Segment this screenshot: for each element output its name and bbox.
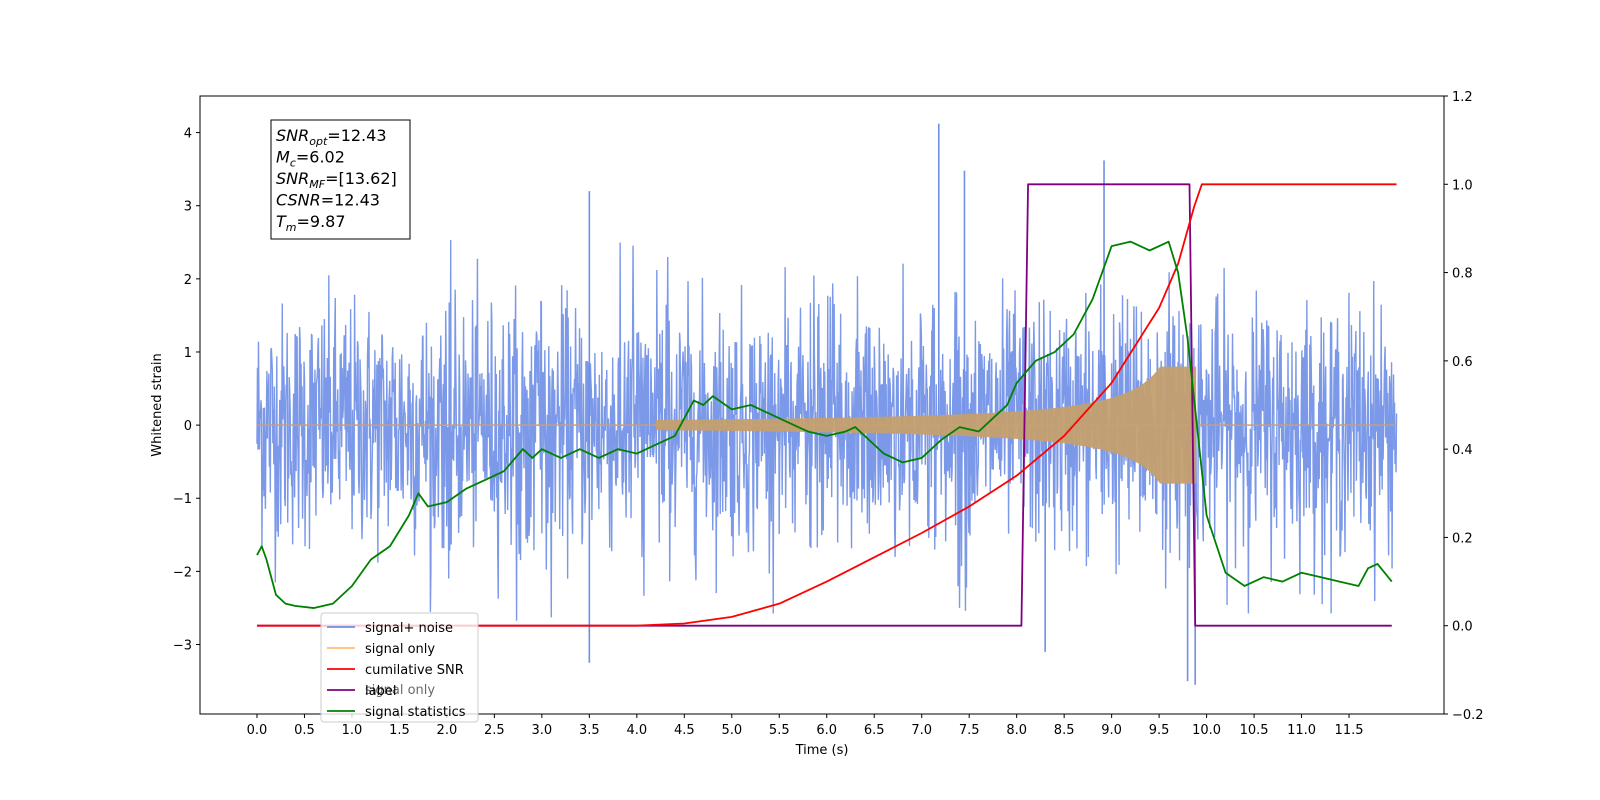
x-tick-label: 7.0	[911, 723, 932, 738]
x-tick-label: 11.0	[1287, 723, 1316, 738]
x-tick-label: 5.0	[721, 723, 742, 738]
y-right-tick-label: −0.2	[1452, 708, 1484, 723]
info-box-line: SNRMF=[13.62]	[276, 169, 397, 191]
x-tick-label: 1.0	[342, 723, 363, 738]
x-tick-label: 5.5	[769, 723, 790, 738]
y-axis-label: Whitened strain	[150, 353, 165, 456]
y-right-tick-label: 0.4	[1452, 443, 1473, 458]
x-axis-label: Time (s)	[795, 743, 849, 758]
y-right-tick-label: 1.2	[1452, 90, 1473, 105]
y-left-tick-label: −3	[173, 639, 192, 654]
y-left-tick-label: −2	[173, 565, 192, 580]
series-group	[256, 123, 1398, 685]
y-right-tick-label: 0.2	[1452, 531, 1473, 546]
x-tick-label: 6.5	[864, 723, 885, 738]
y-left-tick-label: 0	[184, 419, 192, 434]
y-left-tick-label: 4	[184, 127, 192, 142]
series-label	[256, 183, 1392, 627]
legend: signal only signal+ noise signal only cumil…	[320, 612, 479, 723]
series-cumulative-snr	[256, 183, 1397, 627]
axes-frame	[199, 95, 1445, 715]
y-axis-left-ticks: −3 −2 −1 0 1 2 3 4	[173, 127, 200, 654]
x-tick-label: 3.0	[532, 723, 553, 738]
x-tick-label: 0.0	[247, 723, 268, 738]
info-box-line: Tm=9.87	[276, 212, 346, 234]
x-tick-label: 2.0	[437, 723, 458, 738]
y-left-tick-label: 1	[184, 346, 192, 361]
legend-entry: signal only	[365, 642, 435, 657]
y-right-tick-label: 0.8	[1452, 267, 1473, 282]
x-tick-label: 10.0	[1192, 723, 1221, 738]
x-tick-label: 8.5	[1054, 723, 1075, 738]
y-axis-right-ticks: −0.2 0.0 0.2 0.4 0.6 0.8 1.0 1.2	[1444, 90, 1484, 723]
info-box: SNRopt=12.43Mc=6.02SNRMF=[13.62]CSNR=12.…	[270, 119, 411, 240]
x-tick-label: 9.0	[1101, 723, 1122, 738]
y-right-tick-label: 1.0	[1452, 178, 1473, 193]
x-tick-label: 8.0	[1006, 723, 1027, 738]
info-box-line: SNRopt=12.43	[276, 126, 387, 148]
plot-area	[256, 123, 1398, 685]
x-tick-label: 10.5	[1240, 723, 1269, 738]
y-right-tick-label: 0.6	[1452, 355, 1473, 370]
info-box-line: Mc=6.02	[276, 148, 345, 170]
info-box-line: CSNR=12.43	[276, 191, 380, 210]
x-tick-label: 9.5	[1149, 723, 1170, 738]
y-left-tick-label: 3	[184, 200, 192, 215]
legend-entry: signal statistics	[365, 705, 466, 720]
legend-frame	[320, 612, 479, 723]
y-left-tick-label: −1	[173, 492, 192, 507]
legend-entry: label	[365, 684, 396, 699]
x-tick-label: 4.5	[674, 723, 695, 738]
x-tick-label: 7.5	[959, 723, 980, 738]
x-tick-label: 1.5	[389, 723, 410, 738]
legend-entry: signal+ noise	[365, 621, 453, 636]
legend-entry: cumilative SNR	[365, 663, 464, 678]
legend-hidden-text: signal only	[365, 683, 435, 698]
x-tick-label: 4.0	[626, 723, 647, 738]
x-axis-ticks: 0.0 0.5 1.0 1.5 2.0 2.5 3.0 3.5 4.0 4.5 5.0 5.5 6.0 6…	[247, 714, 1364, 738]
x-tick-label: 2.5	[484, 723, 505, 738]
x-tick-label: 0.5	[294, 723, 315, 738]
x-tick-label: 6.0	[816, 723, 837, 738]
info-box-frame	[270, 119, 411, 240]
x-tick-label: 3.5	[579, 723, 600, 738]
y-left-tick-label: 2	[184, 273, 192, 288]
x-tick-label: 11.5	[1335, 723, 1364, 738]
series-signal-statistics	[256, 240, 1393, 609]
y-right-tick-label: 0.0	[1452, 620, 1473, 635]
